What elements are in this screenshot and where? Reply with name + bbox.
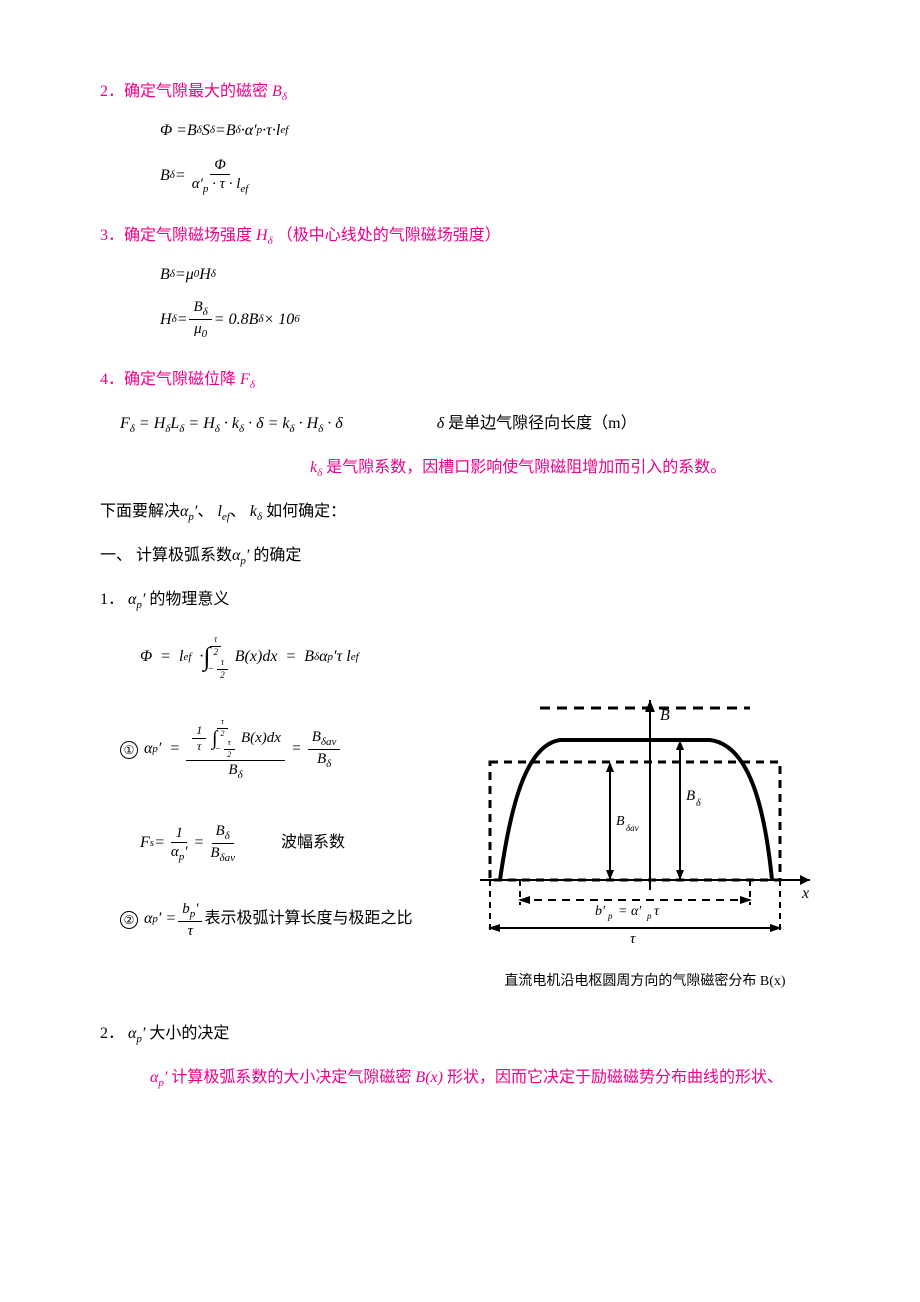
transition-1: 下面要解决αp′、 lef、 kδ 如何确定： [100, 498, 840, 528]
svg-text:b′: b′ [595, 904, 606, 919]
svg-text:δav: δav [626, 823, 639, 833]
phi-integral: Φ = lef · ∫τ2−τ2 B(x)dx = Bδ αp′ τ lef [140, 630, 840, 686]
chart-caption: 直流电机沿电枢圆周方向的气隙磁密分布 B(x) [450, 969, 840, 994]
alpha-eq-2: ② αp′ = bp′τ 表示极弧计算长度与极距之比 [120, 892, 440, 948]
section-4-heading: 4．确定气隙磁位降 Fδ [100, 366, 840, 396]
svg-text:τ: τ [654, 904, 660, 919]
svg-text:p: p [646, 911, 652, 921]
chart-column: B x Bδ Bδav b′p = α′pτ [450, 690, 840, 994]
sec2-2-body: αp′ 计算极弧系数的大小决定气隙磁密 B(x) 形状，因而它决定于励磁磁势分布… [150, 1064, 840, 1094]
fs-eq: Fs = 1αp′ = BδBδav 波幅系数 [140, 816, 440, 872]
eq4-line: Fδ = HδLδ = Hδ · kδ · δ = kδ · Hδ · δ δ … [120, 410, 840, 440]
svg-text:B: B [616, 814, 625, 829]
sec2-sym: Bδ [272, 83, 287, 100]
heading-1: 1． αp′ 的物理意义 [100, 586, 840, 616]
two-column-row: ① αp′ = 1τ ∫τ2−τ2 B(x)dx Bδ = BδavBδ Fs … [100, 690, 840, 994]
svg-text:τ: τ [630, 931, 636, 947]
chart-ylabel: B [660, 707, 670, 724]
eq2-block: Φ = BδSδ = Bδ · α′p · τ · lef Bδ = Φα′p … [160, 114, 840, 204]
eq4-note2: kδ 是气隙系数，因槽口影响使气隙磁阻增加而引入的系数。 [310, 454, 840, 484]
svg-text:= α′: = α′ [618, 904, 642, 919]
eq2-line2: Bδ = Φα′p · τ · lef [160, 148, 840, 204]
alpha-eq-1: ① αp′ = 1τ ∫τ2−τ2 B(x)dx Bδ = BδavBδ [120, 710, 440, 790]
svg-text:B: B [686, 788, 695, 804]
bx-distribution-chart: B x Bδ Bδav b′p = α′pτ [450, 690, 820, 950]
sec2-title: 确定气隙最大的磁密 [124, 83, 268, 100]
eq2-line1: Φ = BδSδ = Bδ · α′p · τ · lef [160, 114, 840, 148]
sec2-num: 2． [100, 83, 124, 100]
chart-xlabel: x [801, 885, 809, 902]
heading-2: 2． αp′ 大小的决定 [100, 1020, 840, 1050]
svg-text:p: p [607, 911, 613, 921]
heading-roman-1: 一、 计算极弧系数αp′ 的确定 [100, 542, 840, 572]
svg-text:δ: δ [696, 798, 701, 809]
eq3-line1: Bδ = μ0Hδ [160, 258, 840, 292]
section-3-heading: 3．确定气隙磁场强度 Hδ （极中心线处的气隙磁场强度） [100, 222, 840, 252]
eq3-block: Bδ = μ0Hδ Hδ = Bδμ0 = 0.8Bδ × 106 [160, 258, 840, 348]
section-2-heading: 2．确定气隙最大的磁密 Bδ [100, 78, 840, 108]
equations-column: ① αp′ = 1τ ∫τ2−τ2 B(x)dx Bδ = BδavBδ Fs … [100, 690, 440, 952]
eq3-line2: Hδ = Bδμ0 = 0.8Bδ × 106 [160, 292, 840, 348]
